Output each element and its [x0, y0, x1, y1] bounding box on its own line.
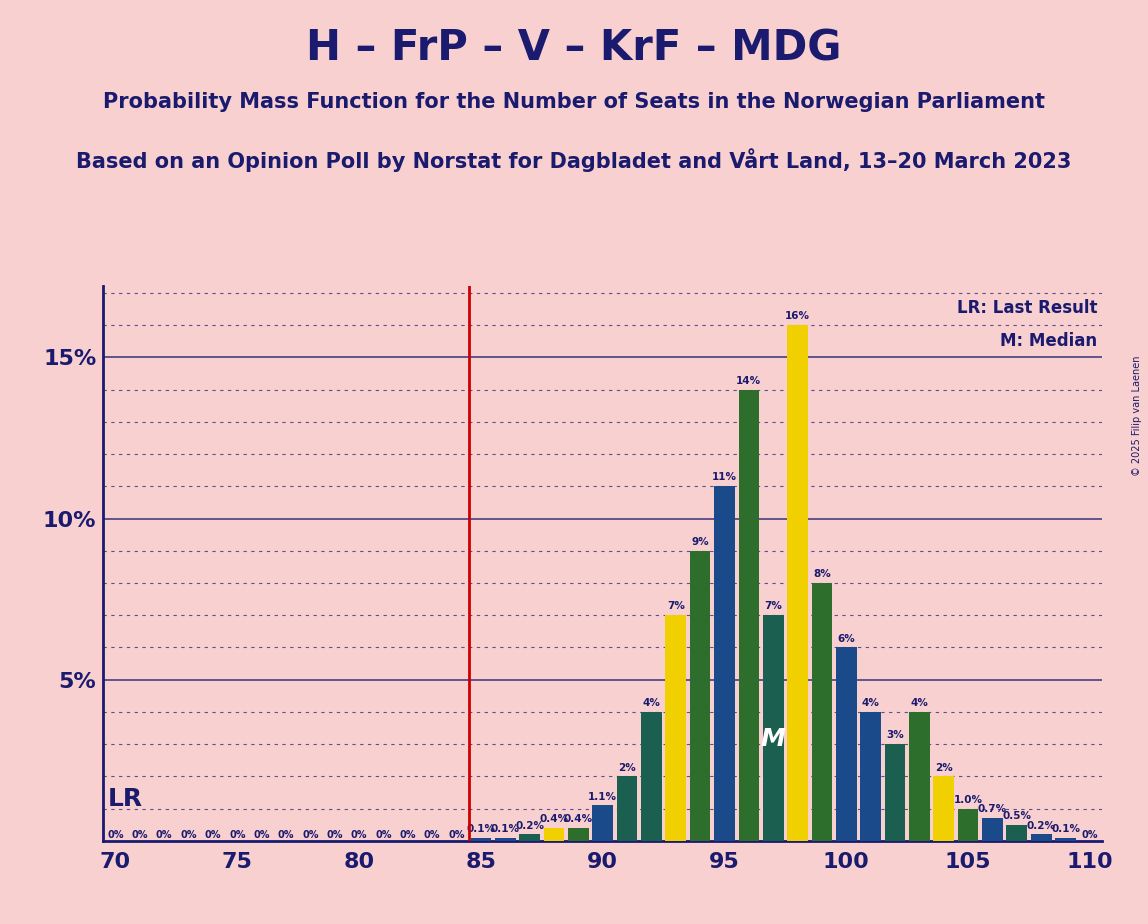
Text: 6%: 6% — [837, 634, 855, 644]
Bar — [738, 390, 759, 841]
Text: 0%: 0% — [448, 830, 465, 840]
Bar — [592, 806, 613, 841]
Text: 0%: 0% — [156, 830, 172, 840]
Bar — [641, 711, 661, 841]
Text: 0%: 0% — [204, 830, 222, 840]
Bar — [909, 711, 930, 841]
Text: H – FrP – V – KrF – MDG: H – FrP – V – KrF – MDG — [307, 28, 841, 69]
Text: 3%: 3% — [886, 730, 903, 740]
Text: 0%: 0% — [132, 830, 148, 840]
Bar — [933, 776, 954, 841]
Text: 16%: 16% — [785, 311, 810, 322]
Text: 7%: 7% — [765, 602, 782, 612]
Text: 0%: 0% — [278, 830, 294, 840]
Bar — [666, 615, 687, 841]
Text: 0.1%: 0.1% — [466, 824, 496, 833]
Text: M: M — [761, 727, 785, 751]
Bar — [1031, 834, 1052, 841]
Text: 0%: 0% — [302, 830, 319, 840]
Text: 0%: 0% — [1081, 830, 1099, 840]
Text: 14%: 14% — [736, 376, 761, 385]
Text: 0%: 0% — [400, 830, 416, 840]
Text: 4%: 4% — [643, 698, 660, 708]
Bar — [885, 744, 906, 841]
Bar — [836, 648, 856, 841]
Text: 0%: 0% — [424, 830, 441, 840]
Text: M: Median: M: Median — [1000, 332, 1097, 349]
Text: 4%: 4% — [862, 698, 879, 708]
Text: 2%: 2% — [618, 762, 636, 772]
Text: 0%: 0% — [254, 830, 270, 840]
Bar — [690, 551, 711, 841]
Bar — [471, 838, 491, 841]
Bar — [812, 583, 832, 841]
Text: 0.1%: 0.1% — [490, 824, 520, 833]
Text: 0.2%: 0.2% — [1026, 821, 1056, 831]
Text: 9%: 9% — [691, 537, 709, 547]
Bar — [957, 808, 978, 841]
Text: Probability Mass Function for the Number of Seats in the Norwegian Parliament: Probability Mass Function for the Number… — [103, 92, 1045, 113]
Text: 0.1%: 0.1% — [1052, 824, 1080, 833]
Bar — [544, 828, 565, 841]
Text: 0.5%: 0.5% — [1002, 811, 1031, 821]
Bar — [982, 819, 1003, 841]
Text: LR: Last Result: LR: Last Result — [956, 299, 1097, 317]
Text: 0%: 0% — [351, 830, 367, 840]
Text: 0%: 0% — [180, 830, 196, 840]
Text: 8%: 8% — [813, 569, 831, 579]
Text: LR: LR — [108, 787, 144, 811]
Bar — [519, 834, 540, 841]
Text: 0.7%: 0.7% — [978, 805, 1007, 814]
Bar — [763, 615, 784, 841]
Text: 7%: 7% — [667, 602, 684, 612]
Bar — [860, 711, 881, 841]
Text: 1.1%: 1.1% — [588, 792, 618, 801]
Bar — [1007, 825, 1027, 841]
Text: 11%: 11% — [712, 472, 737, 482]
Text: 0%: 0% — [230, 830, 246, 840]
Text: 0.2%: 0.2% — [515, 821, 544, 831]
Text: 0%: 0% — [375, 830, 391, 840]
Text: 0.4%: 0.4% — [564, 814, 592, 824]
Text: 2%: 2% — [934, 762, 953, 772]
Text: © 2025 Filip van Laenen: © 2025 Filip van Laenen — [1132, 356, 1142, 476]
Text: 1.0%: 1.0% — [954, 795, 983, 805]
Bar — [616, 776, 637, 841]
Bar — [1055, 838, 1076, 841]
Text: 4%: 4% — [910, 698, 929, 708]
Bar — [495, 838, 515, 841]
Bar — [568, 828, 589, 841]
Bar — [788, 325, 808, 841]
Text: 0%: 0% — [107, 830, 124, 840]
Text: Based on an Opinion Poll by Norstat for Dagbladet and Vårt Land, 13–20 March 202: Based on an Opinion Poll by Norstat for … — [76, 148, 1072, 172]
Bar — [714, 486, 735, 841]
Text: 0%: 0% — [326, 830, 343, 840]
Text: 0.4%: 0.4% — [540, 814, 568, 824]
